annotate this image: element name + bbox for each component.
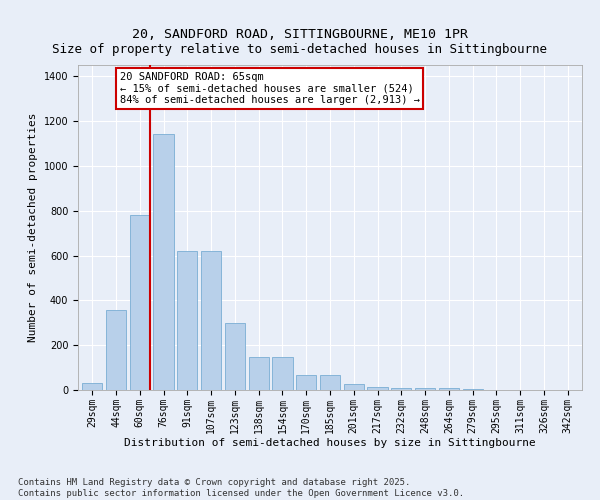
Bar	[154, 134, 173, 390]
Bar	[248, 357, 269, 390]
Bar	[415, 388, 435, 390]
Text: Contains HM Land Registry data © Crown copyright and database right 2025.
Contai: Contains HM Land Registry data © Crown c…	[18, 478, 464, 498]
Bar	[106, 310, 126, 390]
Bar	[82, 384, 103, 390]
Y-axis label: Number of semi-detached properties: Number of semi-detached properties	[28, 113, 38, 342]
Bar	[130, 215, 150, 390]
Bar	[439, 388, 459, 390]
Bar	[344, 384, 364, 390]
Text: Size of property relative to semi-detached houses in Sittingbourne: Size of property relative to semi-detach…	[53, 42, 548, 56]
Text: 20 SANDFORD ROAD: 65sqm
← 15% of semi-detached houses are smaller (524)
84% of s: 20 SANDFORD ROAD: 65sqm ← 15% of semi-de…	[119, 72, 419, 105]
Bar	[201, 251, 221, 390]
Bar	[391, 388, 412, 390]
Bar	[320, 376, 340, 390]
Bar	[177, 251, 197, 390]
Bar	[463, 389, 483, 390]
Bar	[367, 386, 388, 390]
Text: 20, SANDFORD ROAD, SITTINGBOURNE, ME10 1PR: 20, SANDFORD ROAD, SITTINGBOURNE, ME10 1…	[132, 28, 468, 40]
Bar	[272, 357, 293, 390]
Bar	[296, 376, 316, 390]
X-axis label: Distribution of semi-detached houses by size in Sittingbourne: Distribution of semi-detached houses by …	[124, 438, 536, 448]
Bar	[225, 323, 245, 390]
